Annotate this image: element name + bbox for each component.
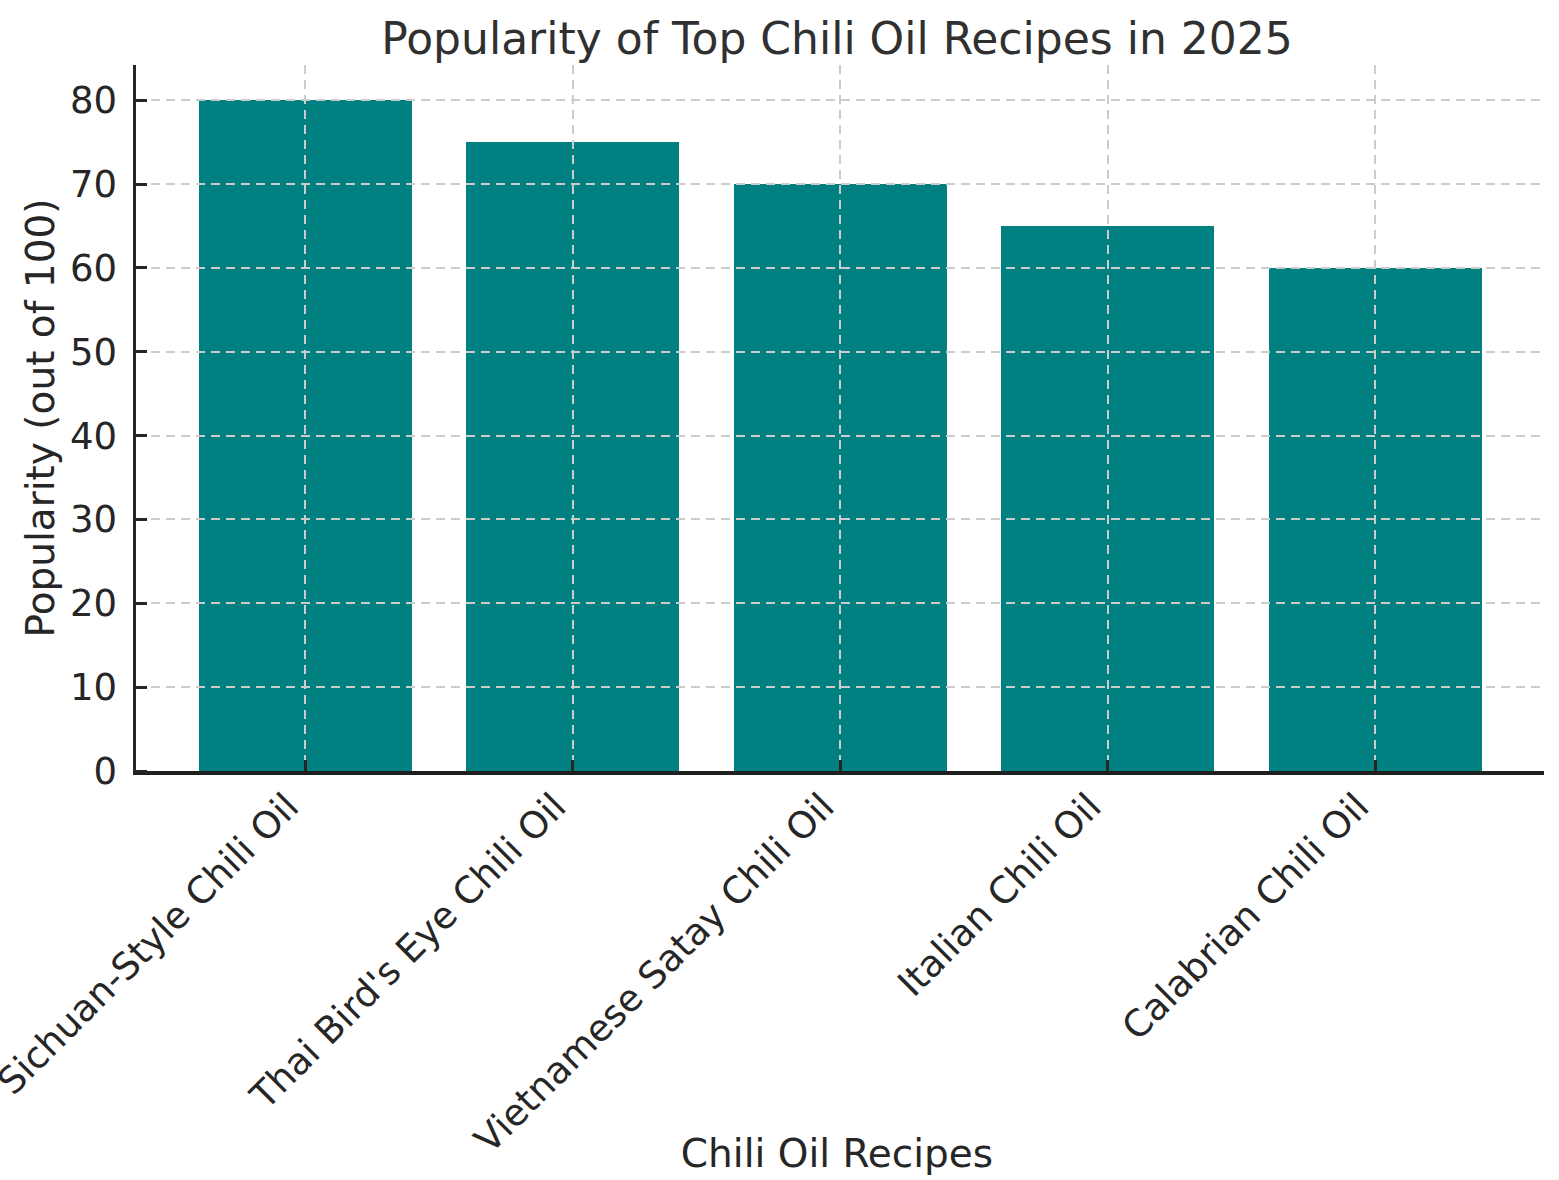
y-tick-0	[136, 770, 147, 773]
y-tick-label-40: 40	[0, 414, 117, 457]
y-tick-80	[136, 99, 147, 102]
v-gridline-1	[304, 65, 306, 771]
y-tick-20	[136, 602, 147, 605]
y-tick-60	[136, 266, 147, 269]
y-tick-label-0: 0	[0, 750, 117, 793]
y-tick-label-70: 70	[0, 163, 117, 206]
v-gridline-2	[572, 65, 574, 771]
plot-area	[133, 65, 1544, 775]
y-tick-label-60: 60	[0, 246, 117, 289]
x-tick-2	[571, 760, 574, 771]
y-tick-70	[136, 183, 147, 186]
y-tick-30	[136, 518, 147, 521]
x-tick-4	[1106, 760, 1109, 771]
v-gridline-4	[1107, 65, 1109, 771]
y-tick-40	[136, 434, 147, 437]
chart-title: Popularity of Top Chili Oil Recipes in 2…	[381, 13, 1293, 64]
y-tick-50	[136, 350, 147, 353]
bar-chart-figure: Popularity of Top Chili Oil Recipes in 2…	[0, 0, 1559, 1180]
y-tick-label-20: 20	[0, 582, 117, 625]
y-tick-label-80: 80	[0, 79, 117, 122]
x-tick-label-2: Thai Bird's Eye Chili Oil	[243, 785, 575, 1117]
x-tick-3	[839, 760, 842, 771]
y-tick-label-10: 10	[0, 666, 117, 709]
x-axis-label: Chili Oil Recipes	[681, 1131, 993, 1176]
x-tick-label-5: Calabrian Chili Oil	[1114, 785, 1378, 1049]
x-tick-label-1: Sichuan-Style Chili Oil	[0, 785, 307, 1103]
y-tick-10	[136, 686, 147, 689]
y-tick-label-50: 50	[0, 330, 117, 373]
x-tick-5	[1374, 760, 1377, 771]
y-tick-label-30: 30	[0, 498, 117, 541]
x-tick-1	[304, 760, 307, 771]
v-gridline-5	[1374, 65, 1376, 771]
v-gridline-3	[839, 65, 841, 771]
x-tick-label-4: Italian Chili Oil	[890, 785, 1110, 1005]
